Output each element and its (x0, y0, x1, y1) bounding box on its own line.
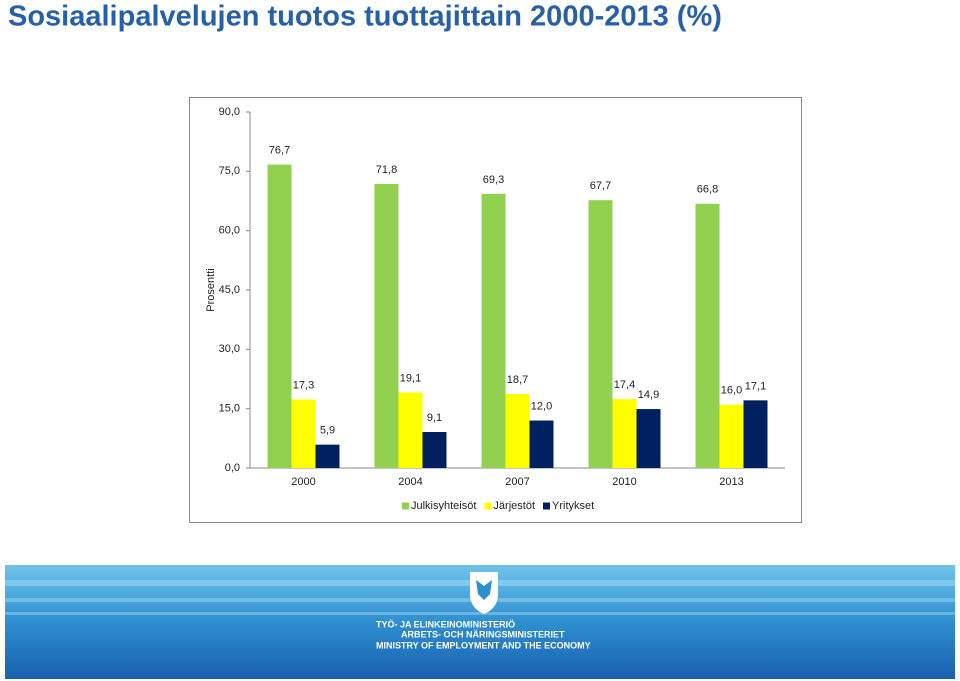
bar (315, 444, 340, 468)
legend-label: Yritykset (552, 500, 594, 512)
bar (529, 420, 554, 468)
footer-banner (5, 565, 955, 679)
legend-label: Julkisyhteisöt (411, 500, 476, 512)
value-label: 18,7 (507, 374, 528, 386)
x-tick-label: 2010 (612, 476, 636, 488)
bar (505, 394, 530, 468)
chart-title: Sosiaalipalvelujen tuotos tuottajittain … (8, 1, 722, 33)
bar (267, 164, 292, 468)
value-label: 19,1 (400, 372, 421, 384)
x-tick-label: 2004 (398, 476, 422, 488)
footer-line: MINISTRY OF EMPLOYMENT AND THE ECONOMY (376, 640, 591, 650)
x-tick-label: 2000 (291, 476, 315, 488)
value-label: 17,4 (614, 379, 635, 391)
value-label: 71,8 (376, 164, 397, 176)
y-tick-label: 75,0 (219, 165, 240, 177)
value-label: 12,0 (531, 400, 552, 412)
value-label: 5,9 (320, 425, 335, 437)
value-label: 69,3 (483, 174, 504, 186)
value-label: 17,1 (745, 380, 766, 392)
bar (291, 399, 316, 468)
value-label: 14,9 (638, 389, 659, 401)
bar (481, 193, 506, 468)
footer-line: ARBETS- OCH NÄRINGSMINISTERIET (401, 629, 565, 639)
y-axis-label: Prosentti (205, 268, 217, 311)
bar (612, 399, 637, 468)
logo-lion (476, 580, 492, 600)
value-label: 76,7 (269, 145, 290, 157)
legend-swatch (484, 502, 492, 510)
legend-label: Järjestöt (493, 500, 535, 512)
bar (636, 409, 661, 468)
y-tick-label: 45,0 (219, 284, 240, 296)
y-tick-label: 15,0 (219, 403, 240, 415)
y-tick-label: 30,0 (219, 343, 240, 355)
footer-line: TYÖ- JA ELINKEINOMINISTERIÖ (376, 619, 515, 629)
bar (743, 400, 768, 468)
value-label: 66,8 (697, 184, 718, 196)
bar (588, 200, 613, 468)
bar (398, 392, 423, 468)
legend-swatch (543, 502, 550, 510)
value-label: 67,7 (590, 180, 611, 192)
y-tick-label: 0,0 (225, 462, 240, 474)
bar (695, 203, 720, 468)
value-label: 16,0 (721, 385, 742, 397)
y-tick-label: 90,0 (219, 106, 240, 118)
legend-swatch (402, 502, 409, 510)
banner-stripe (5, 612, 955, 615)
value-label: 17,3 (293, 379, 314, 391)
y-tick-label: 60,0 (219, 225, 240, 237)
bar (374, 183, 399, 469)
x-tick-label: 2013 (719, 476, 743, 488)
bar (422, 432, 447, 468)
bar (719, 404, 744, 468)
value-label: 9,1 (427, 412, 442, 424)
x-tick-label: 2007 (505, 476, 529, 488)
